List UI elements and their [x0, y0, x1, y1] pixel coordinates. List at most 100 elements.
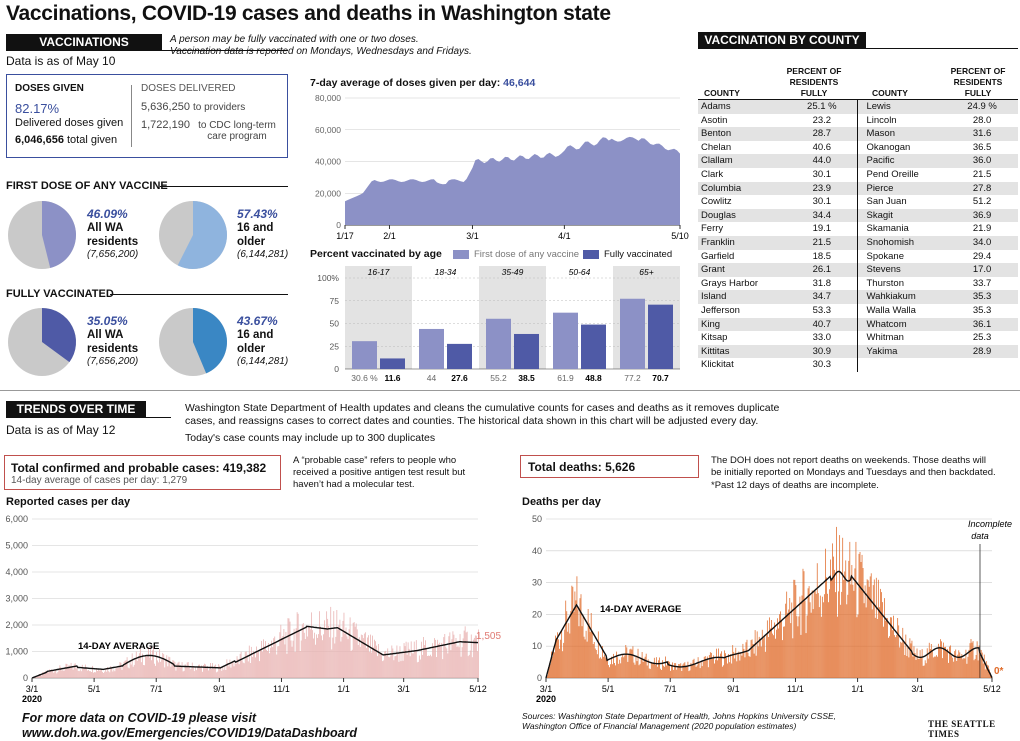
bar-label-first: 55.2: [490, 373, 507, 383]
daily-bar: [352, 650, 353, 678]
county-name: Lewis: [858, 100, 946, 114]
daily-bar: [213, 668, 214, 678]
more-data: For more data on COVID-19 please visit w…: [22, 711, 357, 741]
daily-bar: [173, 660, 174, 678]
daily-bar: [254, 653, 255, 678]
daily-bar: [311, 612, 312, 678]
legend-first: First dose of any vaccine: [474, 249, 579, 260]
daily-bar: [875, 618, 876, 678]
daily-bar: [451, 650, 452, 678]
daily-bar: [808, 588, 809, 678]
daily-bar: [392, 649, 393, 679]
county-name: Walla Walla: [858, 304, 946, 318]
doses-given-total-label: total given: [67, 134, 117, 146]
daily-bar: [285, 644, 286, 678]
y-tick-label: 20,000: [315, 188, 341, 198]
county-name: Mason: [858, 127, 946, 141]
daily-bar: [278, 646, 279, 678]
daily-bar: [776, 630, 777, 678]
daily-bar: [119, 667, 120, 678]
daily-bar: [612, 664, 613, 678]
county-pct: 44.0: [786, 154, 858, 168]
daily-bar: [673, 670, 674, 678]
county-name: Adams: [698, 100, 786, 114]
daily-bar: [936, 655, 937, 678]
daily-bar: [180, 665, 181, 678]
daily-bar: [123, 666, 124, 679]
daily-bar: [561, 631, 562, 678]
daily-bar: [743, 644, 744, 678]
daily-bar: [418, 662, 419, 678]
daily-bar: [828, 602, 829, 678]
daily-bar: [779, 614, 780, 678]
daily-bar: [121, 663, 122, 678]
daily-bar: [769, 617, 770, 678]
daily-bar: [275, 643, 276, 678]
daily-bar: [603, 657, 604, 678]
daily-bar: [266, 650, 267, 678]
daily-bar: [599, 658, 600, 678]
daily-bar: [400, 646, 401, 678]
more-data-link[interactable]: www.doh.wa.gov/Emergencies/COVID19/DataD…: [22, 726, 357, 741]
county-pct: 36.1: [946, 318, 1018, 332]
daily-bar: [836, 527, 837, 678]
probable-note: A “probable case” refers to people who r…: [293, 455, 483, 491]
daily-bar: [805, 600, 806, 678]
daily-bar: [252, 657, 253, 678]
end-value-label: 1,505: [476, 631, 501, 642]
daily-bar: [253, 651, 254, 678]
daily-bar: [217, 672, 218, 678]
daily-bar: [714, 664, 715, 679]
daily-bar: [343, 621, 344, 678]
daily-bar: [564, 630, 565, 678]
daily-bar: [391, 646, 392, 679]
daily-bar: [760, 641, 761, 678]
daily-bar: [59, 665, 60, 678]
daily-bar: [884, 598, 885, 678]
daily-bar: [158, 662, 159, 678]
daily-bar: [409, 649, 410, 678]
county-name: Yakima: [858, 345, 946, 359]
daily-bar: [140, 649, 141, 679]
daily-bar: [293, 641, 294, 678]
daily-bar: [817, 563, 818, 678]
daily-bar: [865, 585, 866, 678]
daily-bar: [251, 647, 252, 678]
daily-bar: [826, 577, 827, 678]
daily-bar: [660, 669, 661, 678]
daily-bar: [419, 656, 420, 679]
daily-bar: [589, 623, 590, 678]
daily-bar: [325, 628, 326, 678]
daily-bar: [358, 645, 359, 678]
x-tick-label: 1/17: [336, 231, 354, 241]
cases-avg: 14-day average of cases per day: 1,279: [11, 475, 280, 486]
daily-bar: [63, 669, 64, 678]
daily-bar: [761, 647, 762, 678]
deaths-incomplete-note: *Past 12 days of deaths are incomplete.: [711, 480, 879, 491]
delivered-providers-label: to providers: [193, 102, 245, 113]
daily-bar: [661, 670, 662, 678]
daily-bar: [424, 645, 425, 678]
daily-bar: [452, 639, 453, 678]
daily-bar: [756, 656, 757, 678]
daily-bar: [211, 669, 212, 678]
x-tick-label: 3/1: [26, 684, 39, 694]
daily-bar: [187, 663, 188, 679]
daily-bar: [582, 626, 583, 678]
daily-bar: [940, 639, 941, 678]
daily-bar: [64, 671, 65, 678]
daily-bar: [788, 610, 789, 679]
daily-bar: [118, 668, 119, 678]
doses-given-label: DOSES GIVEN: [15, 83, 84, 94]
daily-bar: [586, 631, 587, 678]
daily-bar: [855, 568, 856, 678]
daily-bar: [429, 656, 430, 678]
daily-bar: [387, 648, 388, 678]
daily-bar: [742, 656, 743, 678]
daily-bar: [473, 640, 474, 678]
daily-bar: [233, 661, 234, 678]
daily-bar: [856, 542, 857, 678]
legend-fully: Fully vaccinated: [604, 249, 672, 260]
